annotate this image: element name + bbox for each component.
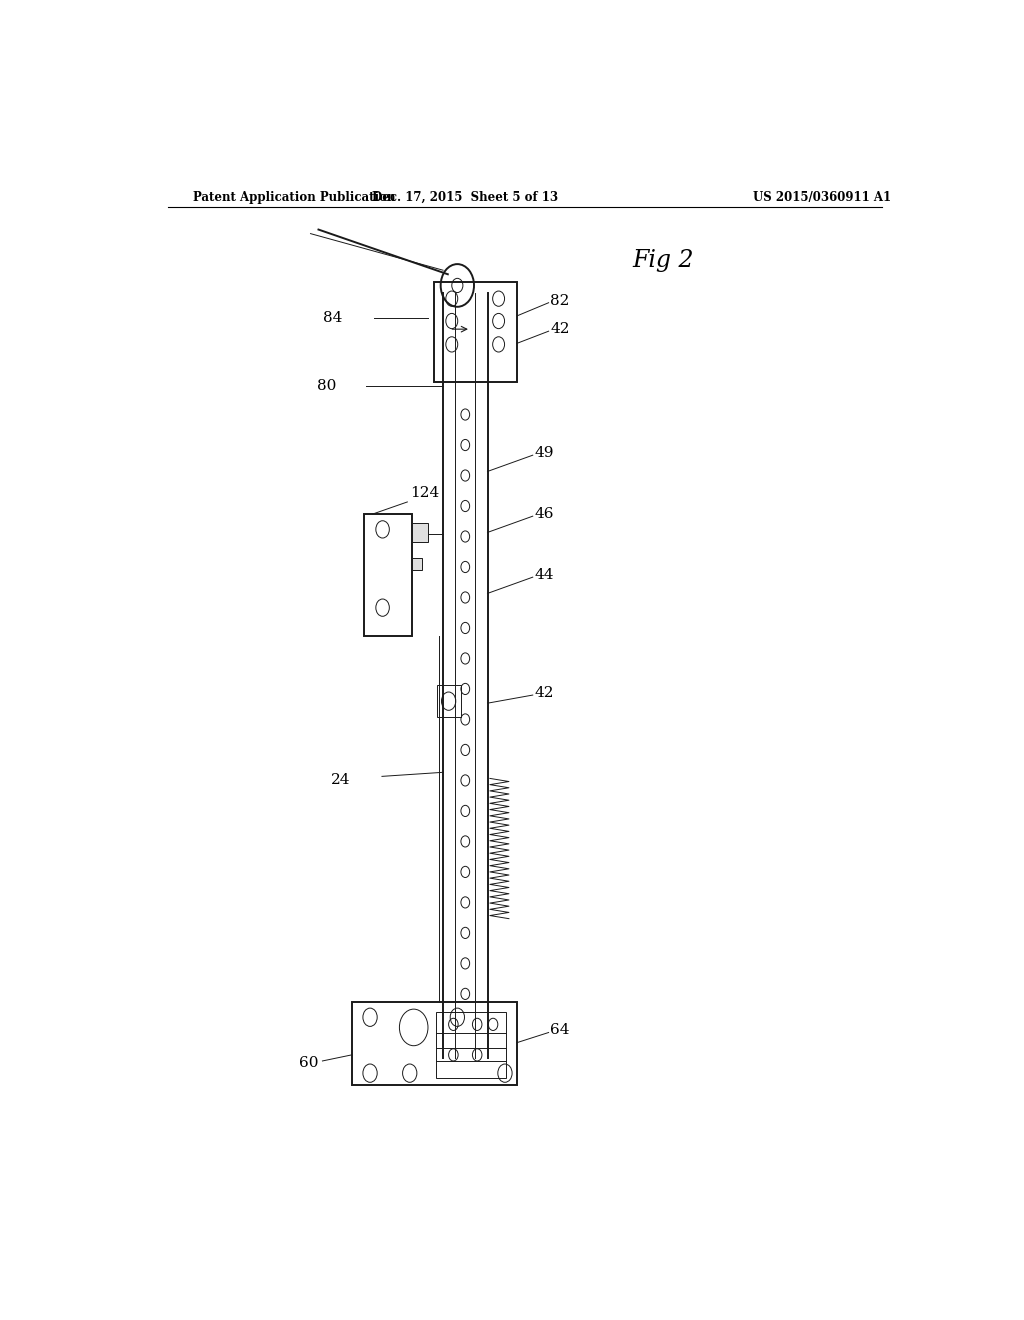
- Text: 44: 44: [535, 568, 554, 582]
- Text: 49: 49: [535, 446, 554, 461]
- Bar: [436, 685, 461, 718]
- Text: 84: 84: [323, 312, 342, 325]
- Text: 46: 46: [535, 507, 554, 521]
- Bar: [412, 523, 428, 541]
- Text: 60: 60: [299, 1056, 318, 1071]
- Bar: [412, 558, 422, 570]
- Text: 80: 80: [316, 379, 336, 393]
- Text: Fig 2: Fig 2: [632, 248, 693, 272]
- Text: 64: 64: [550, 1023, 569, 1038]
- Text: Dec. 17, 2015  Sheet 5 of 13: Dec. 17, 2015 Sheet 5 of 13: [372, 190, 558, 203]
- Text: Patent Application Publication: Patent Application Publication: [194, 190, 395, 203]
- Text: US 2015/0360911 A1: US 2015/0360911 A1: [754, 190, 892, 203]
- Bar: [433, 282, 517, 381]
- Text: 24: 24: [331, 774, 350, 788]
- Bar: [352, 1002, 517, 1085]
- Text: 42: 42: [550, 322, 569, 337]
- Bar: [436, 1012, 506, 1078]
- Text: 42: 42: [535, 686, 554, 700]
- Text: 124: 124: [410, 486, 439, 500]
- Text: 82: 82: [550, 293, 569, 308]
- Bar: [365, 513, 412, 636]
